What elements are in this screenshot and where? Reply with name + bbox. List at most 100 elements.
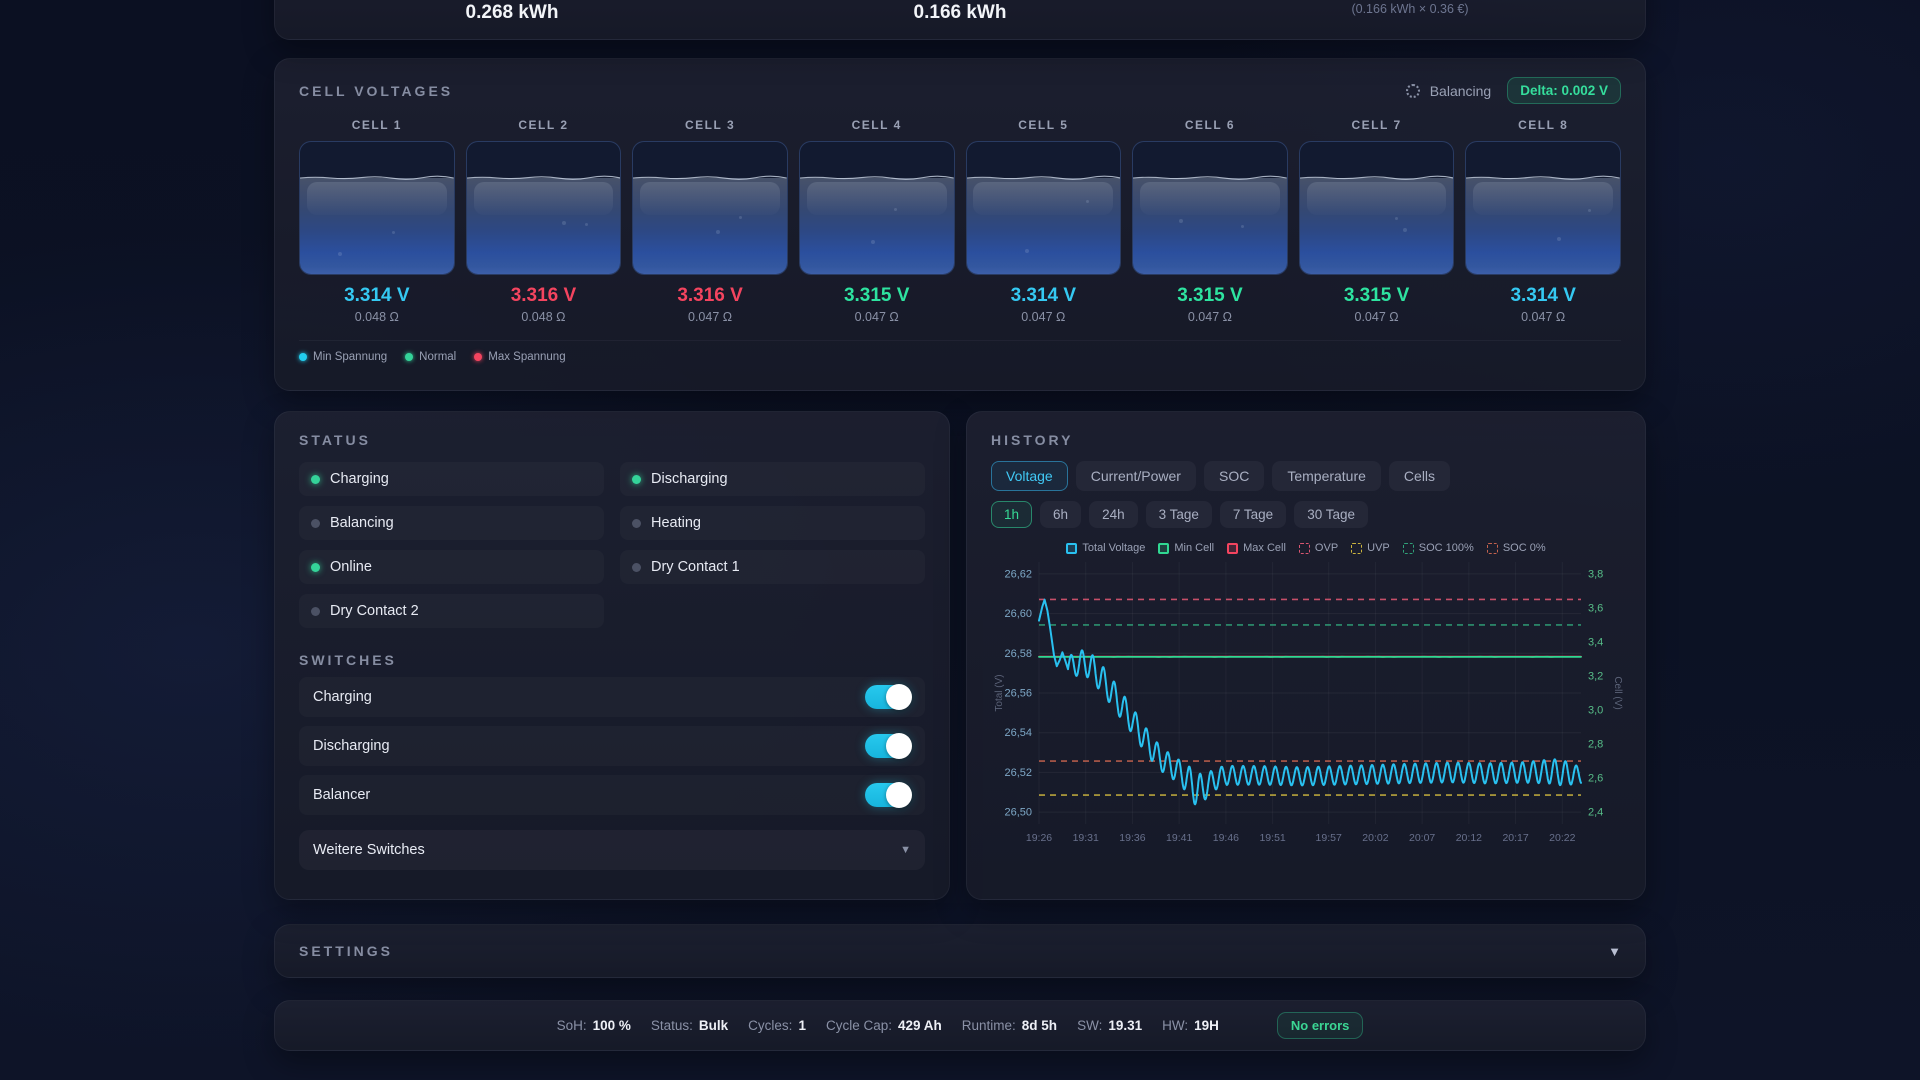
cell-voltages-panel: CELL VOLTAGES Balancing Delta: 0.002 V C… [274, 58, 1646, 391]
svg-text:26,62: 26,62 [1004, 568, 1032, 580]
cell-voltage-value: 3.316 V [511, 285, 577, 307]
chart-legend-ovp[interactable]: OVP [1299, 542, 1338, 554]
battery-fill-visual [799, 141, 955, 275]
footer-item-cyclecap: Cycle Cap:429 Ah [826, 1018, 942, 1033]
battery-fill-visual [466, 141, 622, 275]
status-item-discharging: Discharging [620, 462, 925, 496]
settings-panel-header[interactable]: SETTINGS ▼ [274, 924, 1646, 978]
footer-label: Status: [651, 1018, 693, 1033]
svg-text:20:22: 20:22 [1549, 832, 1575, 844]
status-dot-icon [632, 563, 641, 572]
tab-current-power[interactable]: Current/Power [1076, 461, 1196, 491]
cell-voltage-value: 3.314 V [344, 285, 410, 307]
svg-text:19:57: 19:57 [1316, 832, 1342, 844]
range-6h[interactable]: 6h [1040, 501, 1081, 528]
footer-value: 1 [798, 1018, 806, 1033]
status-dot-icon [311, 607, 320, 616]
switches-list: Charging Discharging Balancer [299, 677, 925, 815]
legend-swatch-icon [1158, 543, 1169, 554]
footer-item-status: Status: Bulk [651, 1018, 728, 1033]
tab-voltage[interactable]: Voltage [991, 461, 1068, 491]
footer-item-cycles: Cycles:1 [748, 1018, 806, 1033]
tab-cells[interactable]: Cells [1389, 461, 1450, 491]
svg-text:Total (V): Total (V) [994, 674, 1005, 711]
svg-text:19:46: 19:46 [1213, 832, 1239, 844]
range-24h[interactable]: 24h [1089, 501, 1138, 528]
status-grid: ChargingDischargingBalancingHeatingOnlin… [299, 462, 925, 628]
legend-swatch-icon [1403, 543, 1414, 554]
cell-column-2: CELL 23.316 V0.048 Ω [466, 118, 622, 324]
tab-temperature[interactable]: Temperature [1272, 461, 1381, 491]
legend-dot-icon [474, 353, 482, 361]
legend-item: Min Spannung [299, 351, 387, 363]
cell-column-7: CELL 73.315 V0.047 Ω [1299, 118, 1455, 324]
svg-text:3,6: 3,6 [1588, 602, 1603, 614]
svg-text:2,4: 2,4 [1588, 807, 1603, 819]
chart-legend-uvp[interactable]: UVP [1351, 542, 1390, 554]
footer-item-runtime: Runtime: 8d 5h [962, 1018, 1057, 1033]
chart-legend-min-cell[interactable]: Min Cell [1158, 542, 1214, 554]
legend-swatch-icon [1066, 543, 1077, 554]
status-item-charging: Charging [299, 462, 604, 496]
cell-voltage-value: 3.315 V [1177, 285, 1243, 307]
svg-text:2,8: 2,8 [1588, 739, 1603, 751]
cell-column-3: CELL 33.316 V0.047 Ω [632, 118, 788, 324]
chart-legend-max-cell[interactable]: Max Cell [1227, 542, 1286, 554]
delta-badge: Delta: 0.002 V [1507, 77, 1621, 104]
chevron-down-icon: ▼ [900, 844, 911, 856]
cell-resistance-value: 0.048 Ω [521, 310, 565, 324]
status-item-heating: Heating [620, 506, 925, 540]
switch-row-balancer: Balancer [299, 775, 925, 815]
range-30-tage[interactable]: 30 Tage [1294, 501, 1368, 528]
legend-swatch-icon [1487, 543, 1498, 554]
cell-label: CELL 3 [685, 118, 735, 132]
cell-column-5: CELL 53.314 V0.047 Ω [966, 118, 1122, 324]
battery-fill-visual [1299, 141, 1455, 275]
cell-voltages-title: CELL VOLTAGES [299, 83, 453, 99]
liquid-surface-wave [967, 174, 1121, 182]
no-errors-badge: No errors [1277, 1012, 1364, 1039]
legend-swatch-icon [1351, 543, 1362, 554]
footer-value: 19.31 [1108, 1018, 1142, 1033]
liquid-surface-wave [1300, 174, 1454, 182]
svg-text:20:07: 20:07 [1409, 832, 1435, 844]
energy-out-value: 0.166 kWh [914, 2, 1007, 24]
cell-resistance-value: 0.047 Ω [688, 310, 732, 324]
range-7-tage[interactable]: 7 Tage [1220, 501, 1286, 528]
footer-value: 8d 5h [1022, 1018, 1057, 1033]
legend-dot-icon [299, 353, 307, 361]
chart-legend: Total Voltage Min Cell Max Cell OVP UVP SOC 1… [991, 542, 1621, 554]
switches-title: SWITCHES [299, 652, 925, 668]
cell-column-1: CELL 13.314 V0.048 Ω [299, 118, 455, 324]
footer-value: Bulk [699, 1018, 728, 1033]
liquid-surface-wave [1466, 174, 1620, 182]
svg-text:20:02: 20:02 [1362, 832, 1388, 844]
battery-fill-visual [966, 141, 1122, 275]
toggle-charging[interactable] [865, 685, 911, 709]
cell-resistance-value: 0.047 Ω [1188, 310, 1232, 324]
toggle-balancer[interactable] [865, 783, 911, 807]
liquid-surface-wave [1133, 174, 1287, 182]
switch-row-discharging: Discharging [299, 726, 925, 766]
chart-legend-soc-0-[interactable]: SOC 0% [1487, 542, 1546, 554]
range-3-tage[interactable]: 3 Tage [1146, 501, 1212, 528]
cell-label: CELL 1 [352, 118, 402, 132]
footer-label: Runtime: [962, 1018, 1016, 1033]
cell-voltage-value: 3.314 V [1011, 285, 1077, 307]
switch-label: Charging [313, 689, 372, 705]
legend-swatch-icon [1299, 543, 1310, 554]
chart-legend-soc-100-[interactable]: SOC 100% [1403, 542, 1474, 554]
more-switches-button[interactable]: Weitere Switches ▼ [299, 830, 925, 870]
toggle-discharging[interactable] [865, 734, 911, 758]
svg-text:26,50: 26,50 [1004, 807, 1032, 819]
status-title: STATUS [299, 432, 925, 448]
range-1h[interactable]: 1h [991, 501, 1032, 528]
cell-voltage-legend: Min SpannungNormalMax Spannung [299, 340, 1621, 363]
cell-resistance-value: 0.047 Ω [1021, 310, 1065, 324]
cell-voltage-value: 3.315 V [1344, 285, 1410, 307]
liquid-surface-wave [633, 174, 787, 182]
chart-legend-total-voltage[interactable]: Total Voltage [1066, 542, 1145, 554]
history-ranges: 1h 6h 24h 3 Tage 7 Tage 30 Tage [991, 501, 1621, 528]
footer-value: 19H [1194, 1018, 1219, 1033]
tab-soc[interactable]: SOC [1204, 461, 1264, 491]
